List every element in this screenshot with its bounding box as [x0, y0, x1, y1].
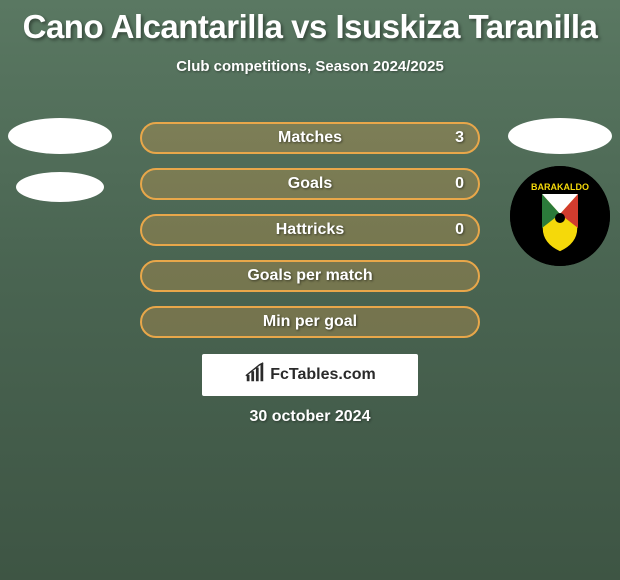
- stat-label: Hattricks: [276, 221, 344, 239]
- stat-label: Goals: [288, 175, 332, 193]
- stat-right-value: 3: [455, 129, 464, 147]
- stat-label: Goals per match: [247, 267, 372, 285]
- left-placeholder-ellipse-1: [8, 118, 112, 154]
- stat-row-matches: Matches 3: [140, 122, 480, 154]
- stat-label: Matches: [278, 129, 342, 147]
- stat-right-value: 0: [455, 221, 464, 239]
- stat-label: Min per goal: [263, 313, 357, 331]
- svg-text:BARAKALDO: BARAKALDO: [531, 182, 589, 192]
- right-team-column: BARAKALDO: [508, 118, 612, 266]
- brand-box[interactable]: FcTables.com: [202, 354, 418, 396]
- chart-bars-icon: [244, 362, 266, 389]
- date-text: 30 october 2024: [0, 408, 620, 426]
- page-title: Cano Alcantarilla vs Isuskiza Taranilla: [0, 0, 620, 46]
- stat-row-hattricks: Hattricks 0: [140, 214, 480, 246]
- team-badge-icon: BARAKALDO: [510, 166, 610, 266]
- stat-row-min-per-goal: Min per goal: [140, 306, 480, 338]
- brand-text: FcTables.com: [270, 366, 376, 384]
- right-placeholder-ellipse: [508, 118, 612, 154]
- left-placeholder-ellipse-2: [16, 172, 104, 202]
- stat-row-goals-per-match: Goals per match: [140, 260, 480, 292]
- stat-right-value: 0: [455, 175, 464, 193]
- page-subtitle: Club competitions, Season 2024/2025: [0, 58, 620, 75]
- stat-row-goals: Goals 0: [140, 168, 480, 200]
- left-team-column: [8, 118, 112, 202]
- stat-rows: Matches 3 Goals 0 Hattricks 0 Goals per …: [140, 122, 480, 338]
